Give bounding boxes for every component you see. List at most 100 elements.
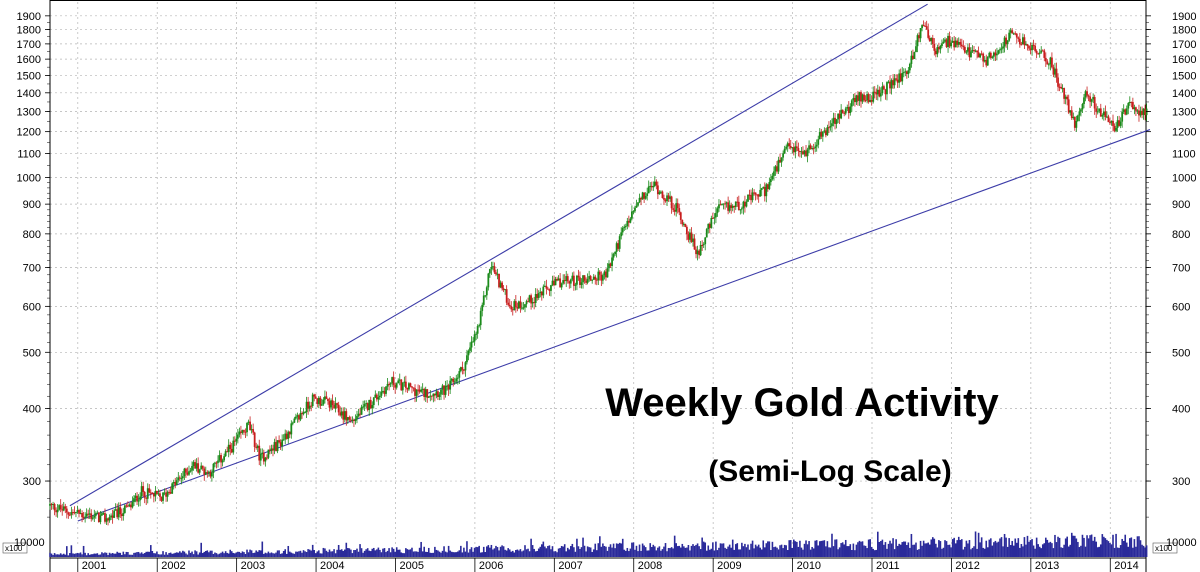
volume-bar [556, 552, 558, 557]
volume-bar [137, 551, 140, 557]
candle-body [1125, 108, 1128, 115]
volume-bar [395, 547, 398, 557]
candle-body [276, 440, 279, 452]
volume-bar [269, 553, 271, 557]
candle-body [90, 513, 93, 519]
candle-body [337, 404, 340, 413]
candle-body [435, 391, 438, 396]
candle-body [197, 463, 200, 473]
volume-bar [863, 545, 865, 557]
candle-body [252, 429, 255, 433]
candle-body [363, 404, 366, 407]
volume-bar [452, 552, 455, 557]
candle-body [751, 192, 754, 201]
volume-bar [124, 554, 126, 557]
candle-body [983, 60, 986, 62]
volume-bar [75, 553, 77, 557]
volume-bar [780, 544, 783, 557]
candle-body [715, 212, 717, 218]
volume-bar [148, 551, 151, 557]
candle-body [742, 201, 745, 209]
candle-body [414, 388, 416, 396]
candlesticks [49, 20, 1148, 526]
volume-bar [1139, 540, 1142, 557]
volume-bar [143, 553, 146, 557]
volume-bar [446, 552, 448, 557]
candle-body [994, 52, 997, 56]
volume-bar [1089, 535, 1091, 557]
volume-bar [689, 550, 691, 557]
candle-body [971, 50, 974, 52]
volume-bar [507, 548, 509, 557]
volume-bar [597, 543, 600, 557]
volume-bar [1086, 535, 1088, 557]
candle-body [418, 389, 421, 392]
volume-bar [606, 550, 609, 557]
volume-bar [727, 546, 729, 557]
volume-bar [140, 552, 143, 557]
volume-bar [1063, 544, 1065, 557]
candle-body [748, 194, 751, 196]
volume-bar [238, 551, 241, 557]
candle-body [695, 249, 697, 255]
volume-bar [611, 547, 613, 557]
volume-bar [1035, 537, 1038, 557]
volume-bar [73, 553, 76, 557]
candle-body [1064, 96, 1067, 99]
candle-body [267, 449, 270, 458]
candle-body [1121, 111, 1124, 122]
volume-bar [363, 550, 366, 557]
candle-body [817, 139, 820, 145]
volume-bar [767, 541, 769, 557]
volume-bar [817, 545, 820, 557]
candle-body [78, 509, 80, 514]
volume-bar [921, 545, 923, 557]
volume-bar [837, 549, 839, 557]
candle-body [220, 455, 222, 463]
volume-bar [527, 548, 529, 557]
volume-bar [1103, 536, 1105, 557]
volume-bar [285, 553, 288, 557]
y-tick-label-right: 1600 [1172, 54, 1196, 66]
candle-body [977, 52, 980, 58]
candle-body [948, 35, 951, 47]
candle-body [864, 100, 867, 102]
candle-body [498, 273, 500, 288]
volume-bar [72, 553, 74, 557]
volume-bar [307, 549, 309, 557]
volume-bar [99, 554, 102, 557]
candle-body [1118, 120, 1121, 126]
candle-body [1015, 33, 1018, 38]
candle-body [970, 51, 972, 58]
candle-body [514, 301, 517, 308]
candle-body [130, 504, 132, 508]
volume-bar [318, 550, 320, 557]
candle-body [241, 430, 244, 433]
candle-body [905, 71, 908, 75]
volume-bar [96, 553, 99, 557]
volume-bar [918, 549, 920, 557]
volume-bar [165, 552, 167, 557]
candle-body [154, 490, 157, 497]
volume-bar [783, 544, 786, 557]
candle-body [997, 50, 1000, 54]
candle-body [388, 383, 390, 385]
volume-bar [831, 533, 833, 557]
candle-body [728, 205, 731, 211]
volume-bar [427, 547, 430, 557]
volume-bar [950, 547, 952, 557]
candle-body [72, 512, 74, 514]
volume-bar [281, 553, 283, 557]
candle-body [443, 385, 445, 395]
volume-bar [603, 546, 606, 557]
candle-body [996, 53, 998, 56]
volume-bar [1078, 547, 1081, 557]
volume-bar [218, 553, 221, 557]
candle-body [336, 403, 339, 405]
volume-bar [806, 544, 809, 557]
volume-bar [579, 548, 581, 557]
candle-body [378, 395, 381, 398]
volume-bar [1023, 537, 1026, 557]
candle-body [383, 390, 386, 394]
candle-body [70, 512, 73, 515]
